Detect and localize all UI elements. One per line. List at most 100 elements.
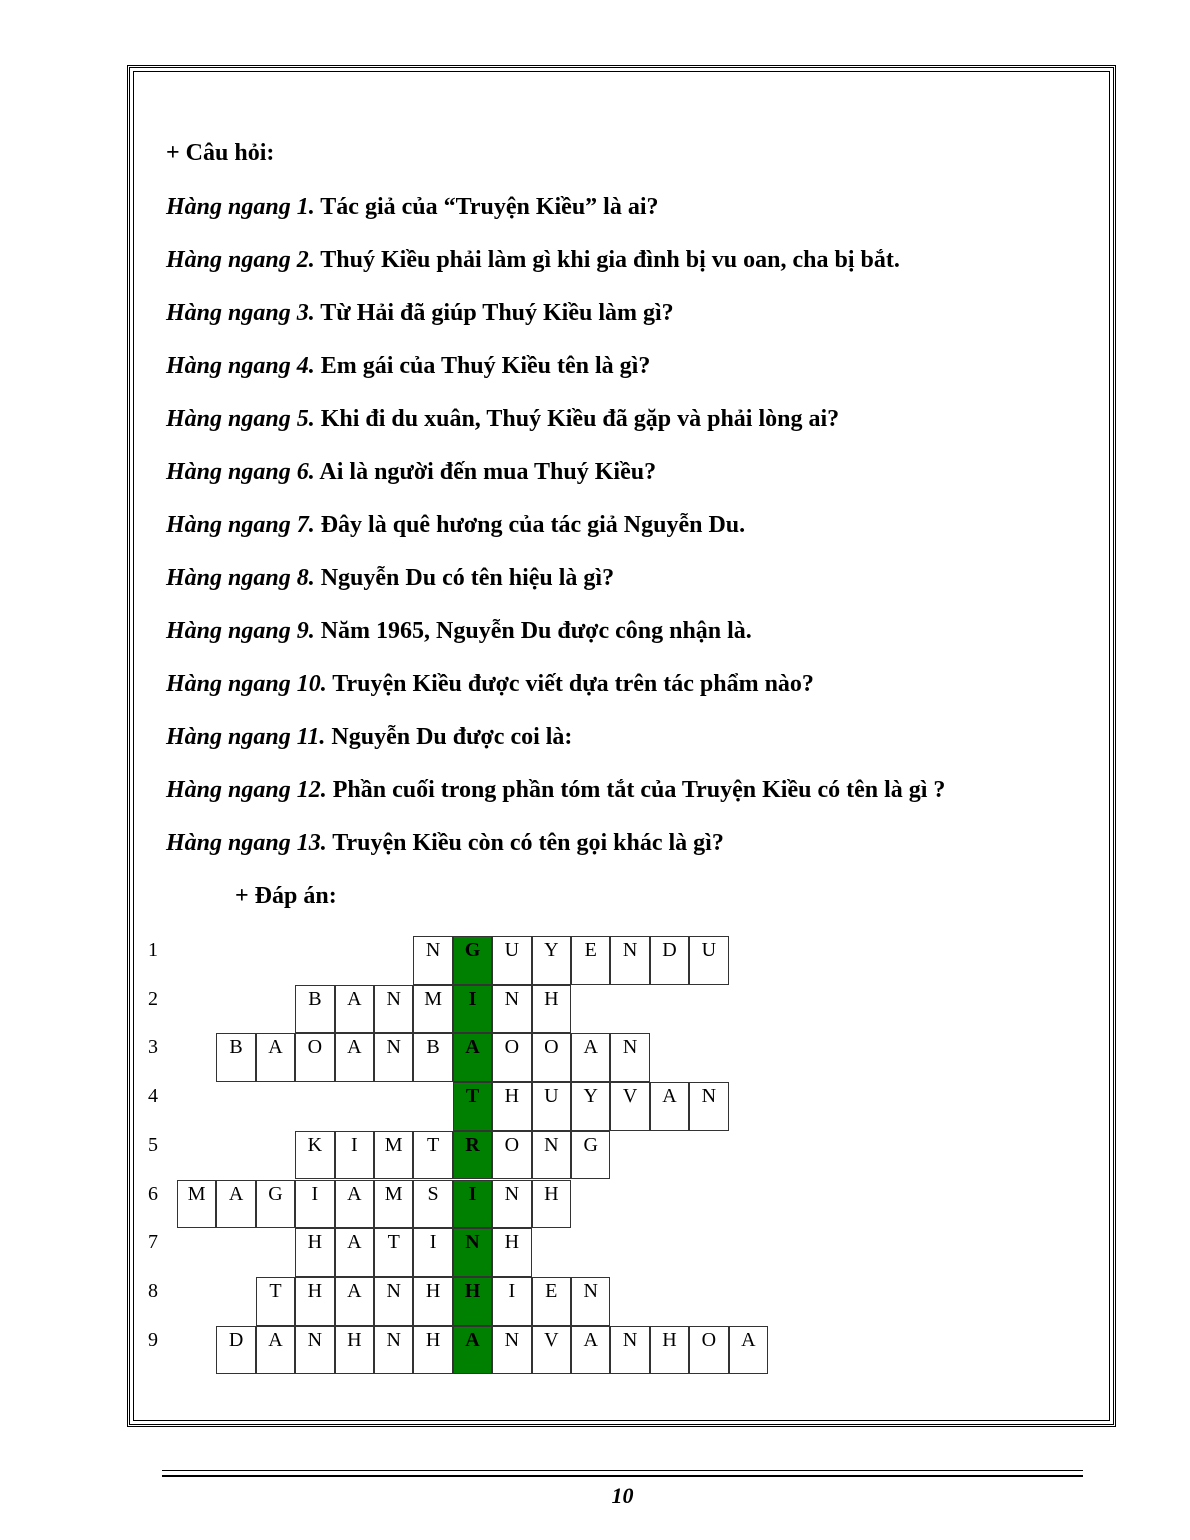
letter-cell: G (571, 1130, 611, 1180)
question-label: Hàng ngang 10. (166, 671, 327, 697)
letter-cell: N (492, 984, 532, 1034)
letter-cell: N (492, 1179, 532, 1229)
question-label: Hàng ngang 7. (166, 512, 315, 538)
key-cell: H (452, 1276, 493, 1326)
question-line: Hàng ngang 12. Phần cuối trong phần tóm … (166, 777, 945, 804)
question-label: Hàng ngang 5. (166, 406, 315, 432)
letter-cell: M (374, 1130, 414, 1180)
question-text: Năm 1965, Nguyễn Du được công nhận là. (314, 618, 752, 644)
letter-cell: Y (531, 936, 571, 985)
key-cell: N (452, 1228, 493, 1277)
letter-cell: A (728, 1325, 768, 1375)
letter-cell: D (216, 1325, 256, 1375)
letter-cell: K (295, 1130, 335, 1180)
question-line: Hàng ngang 3. Từ Hải đã giúp Thuý Kiều l… (166, 300, 674, 327)
question-line: Hàng ngang 1. Tác giả của “Truyện Kiều” … (166, 194, 659, 221)
question-label: Hàng ngang 1. (166, 194, 315, 220)
key-cell: G (452, 936, 493, 985)
letter-cell: H (295, 1276, 335, 1326)
letter-cell: N (610, 1325, 650, 1375)
letter-cell: N (492, 1325, 532, 1375)
letter-cell: O (295, 1033, 335, 1083)
letter-cell: I (295, 1179, 335, 1229)
letter-cell: N (374, 1276, 414, 1326)
question-text: Ai là người đến mua Thuý Kiều? (314, 459, 657, 485)
letter-cell: A (649, 1082, 690, 1131)
question-line: Hàng ngang 9. Năm 1965, Nguyễn Du được c… (166, 618, 752, 645)
question-label: Hàng ngang 9. (166, 618, 315, 644)
page-border (127, 65, 1116, 1427)
answers-heading: + Đáp án: (235, 883, 337, 909)
key-cell: I (452, 1179, 493, 1229)
letter-cell: O (689, 1325, 729, 1375)
question-text: Nguyễn Du có tên hiệu là gì? (314, 565, 615, 591)
letter-cell: N (295, 1325, 335, 1375)
question-text: Em gái của Thuý Kiều tên là gì? (314, 353, 651, 379)
letter-cell: H (334, 1325, 374, 1375)
footer-rule (162, 1470, 1083, 1477)
key-cell: I (452, 984, 493, 1034)
question-label: Hàng ngang 12. (166, 777, 327, 803)
row-number: 6 (148, 1182, 158, 1205)
row-number: 4 (148, 1085, 158, 1108)
letter-cell: D (649, 936, 690, 985)
letter-cell: H (413, 1325, 453, 1375)
letter-cell: T (374, 1228, 414, 1277)
question-line: Hàng ngang 5. Khi đi du xuân, Thuý Kiều … (166, 406, 839, 433)
letter-cell: A (571, 1325, 611, 1375)
key-cell: A (452, 1033, 493, 1083)
key-cell: A (452, 1325, 493, 1375)
letter-cell: N (413, 936, 453, 985)
letter-cell: S (413, 1179, 453, 1229)
letter-cell: H (413, 1276, 453, 1326)
letter-cell: V (531, 1325, 571, 1375)
question-text: Tác giả của “Truyện Kiều” là ai? (314, 194, 659, 220)
letter-cell: N (374, 1325, 414, 1375)
row-number: 2 (148, 987, 158, 1010)
letter-cell: A (334, 1276, 374, 1326)
letter-cell: A (334, 1228, 374, 1277)
question-label: Hàng ngang 8. (166, 565, 315, 591)
letter-cell: B (216, 1033, 256, 1083)
question-text: Truyện Kiều còn có tên gọi khác là gì? (326, 830, 724, 856)
letter-cell: I (492, 1276, 532, 1326)
letter-cell: N (610, 1033, 650, 1083)
letter-cell: H (649, 1325, 690, 1375)
letter-cell: N (531, 1130, 571, 1180)
question-line: Hàng ngang 13. Truyện Kiều còn có tên gọ… (166, 830, 724, 857)
letter-cell: I (334, 1130, 374, 1180)
letter-cell: T (255, 1276, 296, 1326)
letter-cell: A (216, 1179, 256, 1229)
letter-cell: B (295, 984, 335, 1034)
letter-cell: O (531, 1033, 571, 1083)
question-text: Phần cuối trong phần tóm tắt của Truyện … (326, 777, 946, 803)
letter-cell: U (689, 936, 729, 985)
letter-cell: M (177, 1179, 217, 1229)
row-number: 7 (148, 1231, 158, 1254)
question-line: Hàng ngang 10. Truyện Kiều được viết dựa… (166, 671, 814, 698)
question-text: Khi đi du xuân, Thuý Kiều đã gặp và phải… (314, 406, 840, 432)
question-text: Thuý Kiều phải làm gì khi gia đình bị vu… (314, 247, 900, 273)
page-number: 10 (611, 1483, 634, 1508)
question-label: Hàng ngang 2. (166, 247, 315, 273)
letter-cell: O (492, 1130, 532, 1180)
letter-cell: B (413, 1033, 453, 1083)
question-text: Truyện Kiều được viết dựa trên tác phẩm … (326, 671, 814, 697)
row-number: 3 (148, 1036, 158, 1059)
question-line: Hàng ngang 8. Nguyễn Du có tên hiệu là g… (166, 565, 614, 592)
letter-cell: N (610, 936, 650, 985)
letter-cell: H (295, 1228, 335, 1277)
letter-cell: T (413, 1130, 453, 1180)
letter-cell: Y (571, 1082, 611, 1131)
row-number: 5 (148, 1133, 158, 1156)
letter-cell: H (531, 984, 571, 1034)
letter-cell: G (255, 1179, 296, 1229)
question-line: Hàng ngang 4. Em gái của Thuý Kiều tên l… (166, 353, 650, 380)
question-text: Từ Hải đã giúp Thuý Kiều làm gì? (314, 300, 674, 326)
row-number: 9 (148, 1328, 158, 1351)
letter-cell: N (571, 1276, 611, 1326)
letter-cell: O (492, 1033, 532, 1083)
letter-cell: N (374, 984, 414, 1034)
question-line: Hàng ngang 6. Ai là người đến mua Thuý K… (166, 459, 656, 486)
letter-cell: A (255, 1325, 296, 1375)
